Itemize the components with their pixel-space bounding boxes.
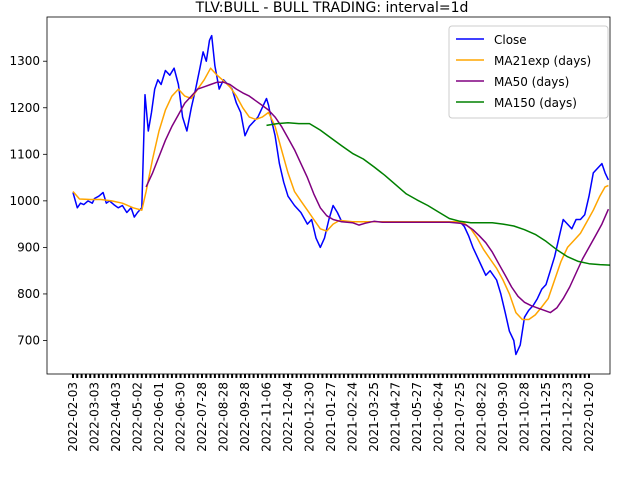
legend-box <box>448 25 609 119</box>
y-tick-label: 800 <box>17 287 40 301</box>
legend: Close MA21exp (days) MA50 (days) MA150 (day… <box>448 25 609 119</box>
x-tick-label: 2021-09-30 <box>496 382 510 452</box>
x-tick-label: 2021-01-27 <box>324 382 338 452</box>
legend-label: MA150 (days) <box>494 96 577 110</box>
y-tick-label: 1300 <box>9 54 40 68</box>
x-tick-label: 2022-08-28 <box>217 382 231 452</box>
axes-frame <box>46 16 611 375</box>
x-tick-label: 2022-09-28 <box>238 382 252 452</box>
x-tick-label: 2021-11-25 <box>539 382 553 452</box>
x-tick-label: 2021-06-24 <box>432 382 446 452</box>
x-tick-label: 2021-03-25 <box>367 382 381 452</box>
legend-label: MA21exp (days) <box>494 54 591 68</box>
x-axis: 2022-02-03 2022-03-03 2022-04-03 2022-05-02… <box>66 374 596 452</box>
x-tick-label: 2022-12-04 <box>281 382 295 452</box>
x-tick-label: 2022-06-30 <box>174 382 188 452</box>
x-tick-label: 2022-04-03 <box>109 382 123 452</box>
x-tick-label: 2021-12-23 <box>561 382 575 452</box>
x-tick-label: 2020-12-30 <box>303 382 317 452</box>
x-tick-label: 2022-07-28 <box>195 382 209 452</box>
series-layer <box>72 34 610 356</box>
series-line <box>145 81 610 314</box>
y-tick-label: 1200 <box>9 101 40 115</box>
x-tick-label: 2022-01-20 <box>582 382 596 452</box>
x-tick-label: 2022-03-03 <box>88 382 102 452</box>
x-tick-label: 2021-10-28 <box>518 382 532 452</box>
x-tick-label: 2021-08-22 <box>475 382 489 452</box>
legend-label: Close <box>494 33 527 47</box>
series-line <box>72 67 609 321</box>
chart-title: TLV:BULL - BULL TRADING: interval=1d <box>195 0 469 16</box>
x-tick-label: 2021-02-24 <box>346 382 360 452</box>
y-tick-label: 700 <box>17 333 40 347</box>
x-tick-label: 2021-07-25 <box>453 382 467 452</box>
x-tick-label: 2022-06-01 <box>152 382 166 452</box>
x-tick-label: 2021-05-27 <box>410 382 424 452</box>
x-tick-label: 2022-02-03 <box>66 382 80 452</box>
y-axis: 700 800 900 1000 1100 1200 1300 <box>9 54 47 347</box>
legend-label: MA50 (days) <box>494 75 569 89</box>
y-tick-label: 900 <box>17 240 40 254</box>
x-tick-label: 2022-11-06 <box>260 382 274 452</box>
y-tick-label: 1100 <box>9 147 40 161</box>
x-tick-label: 2022-05-02 <box>131 382 145 452</box>
x-tick-label: 2021-04-27 <box>389 382 403 452</box>
series-line <box>266 121 610 266</box>
y-tick-label: 1000 <box>9 194 40 208</box>
